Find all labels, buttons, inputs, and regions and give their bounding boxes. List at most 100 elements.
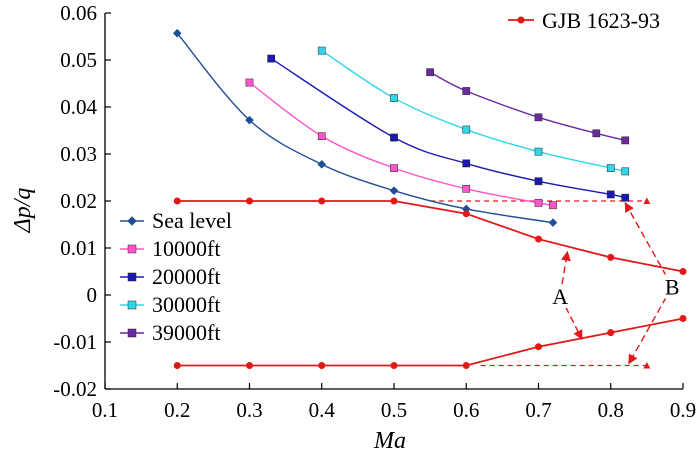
series-sea-level (172, 28, 558, 227)
data-point (606, 164, 615, 172)
series-30000ft (317, 46, 630, 176)
x-tick-label: 0.7 (525, 398, 551, 422)
annotation-bg (662, 274, 683, 299)
data-point (621, 136, 630, 145)
data-point (390, 164, 398, 172)
data-point (462, 362, 470, 369)
annotation-arrow (561, 250, 571, 285)
x-tick-label: 0.4 (309, 398, 336, 422)
data-point (535, 343, 542, 351)
series-layer (172, 28, 687, 369)
series-line (177, 200, 684, 273)
data-point (462, 87, 471, 95)
series-line (249, 81, 554, 206)
data-point (245, 78, 254, 87)
legend-item-label: 39000ft (152, 320, 220, 345)
y-tick-label: 0 (87, 283, 98, 307)
data-point (317, 132, 326, 140)
data-point (607, 329, 615, 337)
data-point (390, 197, 398, 205)
data-point (592, 129, 601, 138)
legend: Sea level 10000ft 20000ft 30000ft 39000ft GJB… (114, 8, 660, 345)
series-10000ft (245, 78, 557, 210)
data-point (246, 197, 253, 205)
series-line (177, 317, 684, 367)
data-point (534, 113, 543, 122)
series-20000ft (267, 54, 630, 202)
y-tick-label: 0.02 (60, 189, 97, 213)
data-point (534, 147, 543, 156)
reference-end-marker (643, 362, 651, 369)
x-tick-label: 0.2 (164, 398, 190, 422)
x-tick-label: 0.5 (381, 398, 407, 422)
annotation-bg (550, 283, 571, 308)
data-point (127, 216, 137, 226)
y-tick-label: -0.01 (53, 330, 97, 354)
x-tick-label: 0.8 (598, 398, 624, 422)
data-point (607, 253, 615, 261)
x-tick-label: 0.1 (92, 398, 118, 422)
annotation-arrow (624, 202, 667, 277)
y-tick-label: 0.04 (60, 95, 97, 119)
data-point (534, 177, 543, 186)
legend-top-label: GJB 1623-93 (542, 8, 660, 33)
data-point (621, 167, 630, 176)
series-gjb-1623-93 (173, 197, 687, 275)
data-point (246, 362, 253, 369)
data-point (462, 159, 471, 168)
series-line (321, 50, 626, 173)
legend-item-label: Sea level (152, 208, 232, 233)
x-tick-label: 0.3 (236, 398, 262, 422)
data-point (127, 244, 137, 254)
annotation-label: B (665, 275, 680, 300)
data-point (462, 184, 471, 193)
data-point (679, 315, 687, 322)
data-point (317, 160, 327, 169)
y-tick-label: 0.05 (60, 48, 97, 72)
data-point (267, 54, 276, 63)
annotation-arrow (564, 306, 583, 341)
y-tick-label: -0.02 (53, 377, 97, 401)
series-39000ft (426, 68, 630, 145)
data-point (318, 362, 326, 369)
data-point (318, 197, 326, 205)
data-point (462, 125, 471, 134)
data-point (127, 300, 137, 310)
y-axis-label: Δp/q (10, 188, 36, 234)
y-tick-label: 0.03 (60, 142, 97, 166)
series-lower-limit (173, 315, 687, 369)
data-point (534, 199, 543, 207)
data-point (621, 193, 630, 202)
data-point (173, 197, 181, 205)
data-point (462, 210, 470, 218)
y-tick-label: 0.06 (60, 1, 97, 25)
legend-item-label: 20000ft (152, 264, 220, 289)
legend-item-label: 30000ft (152, 292, 220, 317)
data-point (390, 362, 398, 369)
data-point (679, 268, 687, 275)
data-point (548, 218, 558, 227)
data-point (390, 133, 398, 142)
series-line (270, 58, 626, 199)
annotation-label: A (552, 284, 568, 309)
data-point (517, 16, 525, 24)
data-point (549, 201, 557, 210)
data-point (606, 190, 615, 199)
data-point (426, 68, 434, 77)
reference-end-marker (643, 197, 651, 204)
data-point (390, 94, 398, 102)
data-point (127, 272, 137, 282)
x-axis-label: Ma (373, 428, 406, 451)
data-point (535, 235, 542, 243)
data-point (173, 362, 181, 369)
data-point (317, 46, 326, 55)
x-tick-label: 0.9 (670, 398, 696, 422)
data-point (245, 115, 254, 125)
y-tick-label: 0.01 (60, 236, 97, 260)
data-point (127, 328, 137, 338)
data-point (389, 186, 399, 195)
data-point (172, 28, 182, 38)
annotation-arrow (628, 296, 667, 365)
